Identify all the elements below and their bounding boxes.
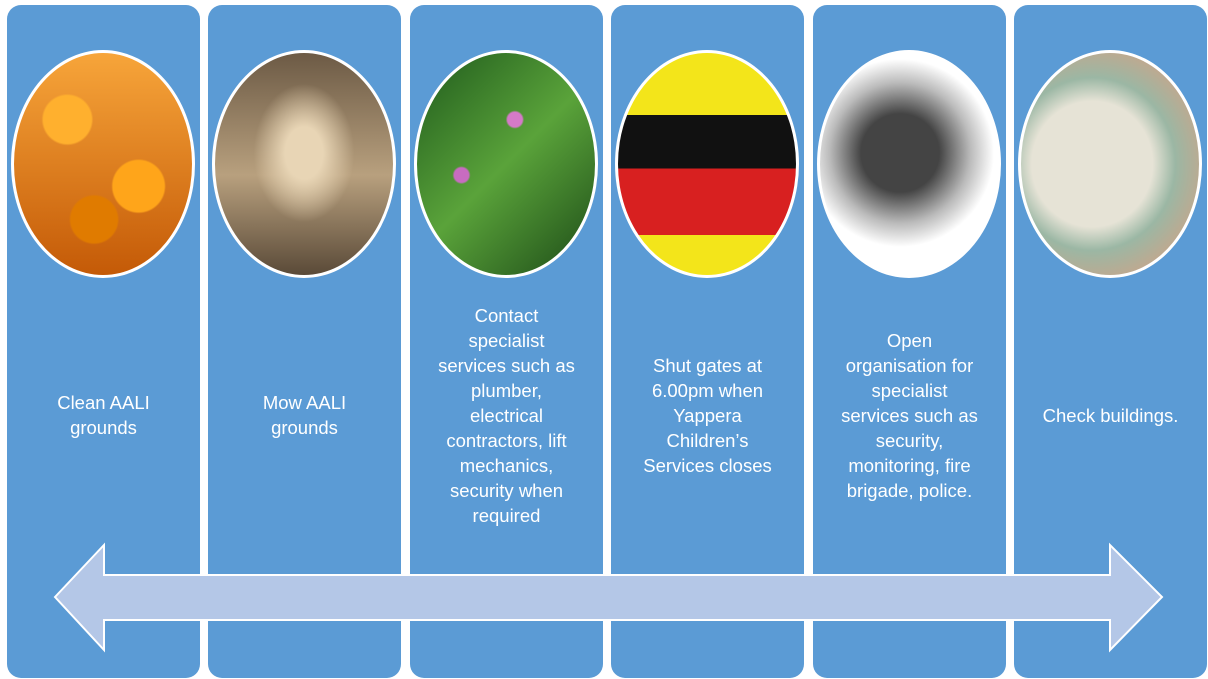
diagram: Clean AALIgroundsMow AALIgroundsContacts… (0, 0, 1208, 679)
double-arrow (55, 545, 1162, 650)
arrow-layer (0, 0, 1208, 679)
